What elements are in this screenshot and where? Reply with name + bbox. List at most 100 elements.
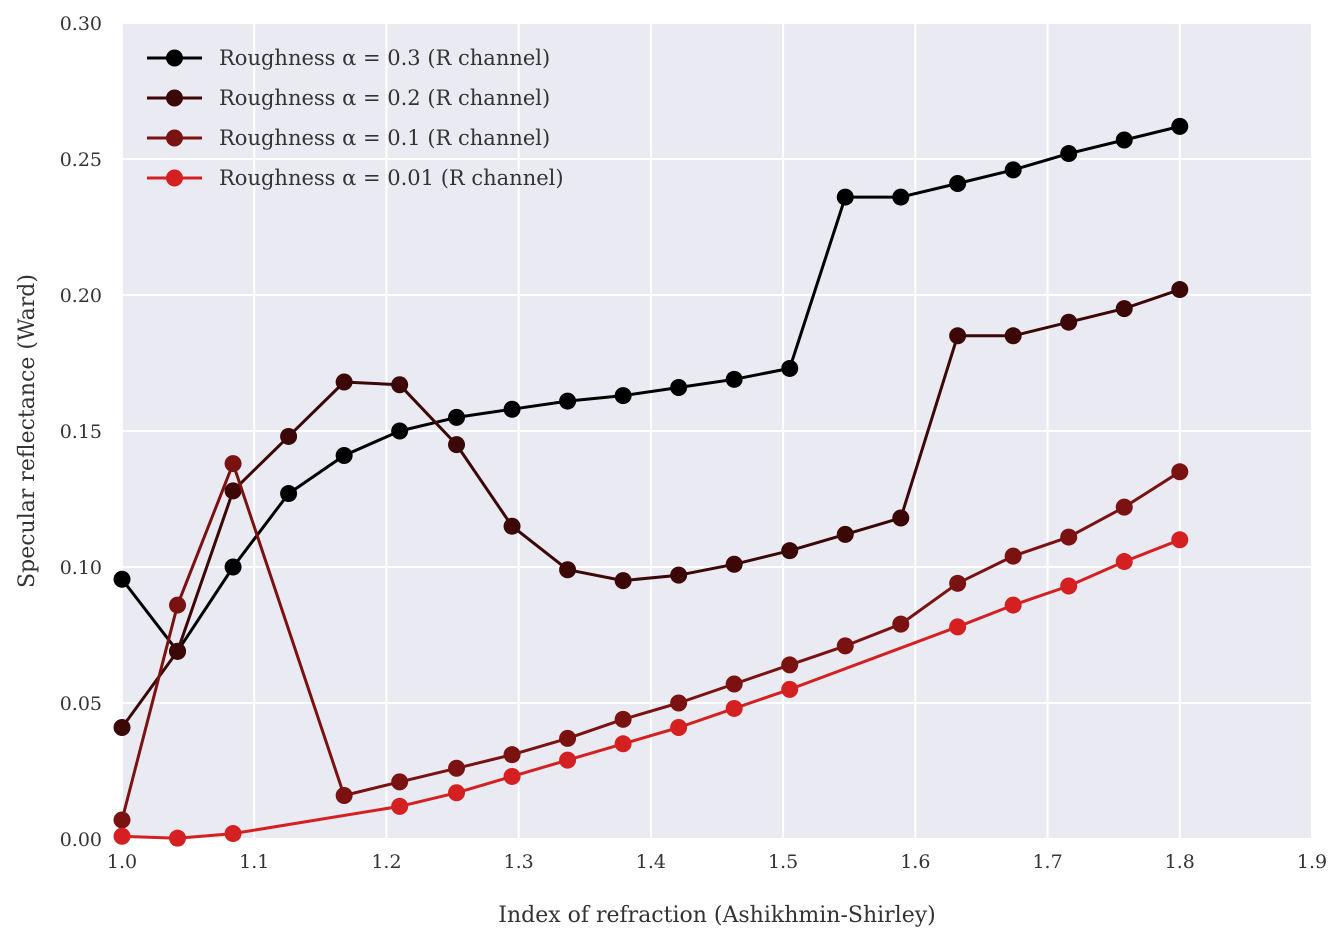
- data-point: [448, 436, 466, 454]
- data-point: [949, 618, 967, 636]
- data-point: [725, 675, 743, 693]
- y-axis-label: Specular reflectance (Ward): [15, 274, 40, 588]
- data-point: [892, 509, 910, 527]
- x-tick-label: 1.2: [371, 851, 401, 873]
- legend-marker: [166, 129, 183, 147]
- data-point: [113, 811, 131, 829]
- y-tick-label: 0.10: [60, 557, 102, 579]
- x-tick-label: 1.1: [239, 851, 269, 873]
- data-point: [781, 359, 799, 377]
- data-point: [280, 485, 298, 503]
- data-point: [169, 642, 187, 660]
- data-point: [614, 387, 632, 405]
- y-tick-label: 0.30: [60, 13, 102, 35]
- y-tick-labels: 0.00 0.05 0.10 0.15 0.20 0.25 0.30: [60, 13, 102, 851]
- x-tick-label: 1.4: [636, 851, 666, 873]
- data-point: [1004, 327, 1022, 345]
- data-point: [559, 561, 577, 579]
- data-point: [1060, 313, 1078, 331]
- series-3: [113, 531, 1189, 847]
- x-tick-label: 1.9: [1297, 851, 1327, 873]
- series-line: [120, 288, 1181, 729]
- y-tick-label: 0.00: [60, 829, 102, 851]
- x-tick-label: 1.0: [107, 851, 137, 873]
- data-point: [781, 656, 799, 674]
- data-point: [1171, 531, 1189, 549]
- data-point: [503, 517, 521, 535]
- data-point: [169, 596, 187, 614]
- x-tick-label: 1.5: [768, 851, 798, 873]
- x-tick-label: 1.3: [504, 851, 534, 873]
- data-point: [503, 400, 521, 418]
- data-point: [1004, 161, 1022, 179]
- legend-marker: [166, 169, 183, 187]
- data-point: [1115, 553, 1133, 571]
- data-point: [1115, 498, 1133, 516]
- data-point: [1060, 528, 1078, 546]
- legend-item: Roughness α = 0.01 (R channel): [147, 166, 564, 190]
- legend-label: Roughness α = 0.1 (R channel): [219, 126, 550, 150]
- data-point: [725, 555, 743, 573]
- series-line: [120, 124, 1181, 653]
- data-point: [614, 710, 632, 728]
- legend-label: Roughness α = 0.01 (R channel): [219, 166, 564, 190]
- data-point: [224, 558, 242, 576]
- data-point: [391, 797, 409, 815]
- series-layer: [113, 117, 1189, 847]
- data-point: [448, 759, 466, 777]
- data-point: [1171, 281, 1189, 299]
- x-tick-label: 1.6: [900, 851, 930, 873]
- data-point: [391, 376, 409, 394]
- data-point: [614, 572, 632, 590]
- data-point: [949, 574, 967, 592]
- legend: Roughness α = 0.3 (R channel) Roughness α…: [147, 46, 564, 190]
- data-point: [781, 542, 799, 560]
- data-point: [335, 373, 353, 391]
- data-point: [448, 408, 466, 426]
- data-point: [224, 455, 242, 473]
- legend-marker: [166, 49, 183, 67]
- legend-item: Roughness α = 0.3 (R channel): [147, 46, 550, 70]
- x-tick-label: 1.7: [1032, 851, 1062, 873]
- series-2: [113, 455, 1189, 829]
- y-tick-label: 0.15: [60, 421, 102, 443]
- data-point: [670, 566, 688, 584]
- data-point: [503, 767, 521, 785]
- legend-label: Roughness α = 0.3 (R channel): [219, 46, 550, 70]
- legend-item: Roughness α = 0.2 (R channel): [147, 86, 550, 110]
- data-point: [1060, 577, 1078, 595]
- data-point: [113, 827, 131, 845]
- data-point: [1171, 117, 1189, 135]
- legend-item: Roughness α = 0.1 (R channel): [147, 126, 550, 150]
- data-point: [1171, 463, 1189, 481]
- data-point: [448, 784, 466, 802]
- data-point: [1004, 596, 1022, 614]
- series-1: [113, 281, 1189, 736]
- data-point: [1115, 131, 1133, 149]
- x-axis-label: Index of refraction (Ashikhmin-Shirley): [498, 903, 936, 928]
- data-point: [892, 188, 910, 206]
- data-point: [836, 188, 854, 206]
- y-tick-label: 0.25: [60, 149, 102, 171]
- y-tick-label: 0.05: [60, 693, 102, 715]
- data-point: [892, 615, 910, 633]
- data-point: [335, 446, 353, 464]
- data-point: [670, 694, 688, 712]
- data-point: [503, 746, 521, 764]
- data-point: [280, 427, 298, 445]
- data-point: [113, 570, 131, 588]
- legend-label: Roughness α = 0.2 (R channel): [219, 86, 550, 110]
- data-point: [559, 751, 577, 769]
- data-point: [949, 327, 967, 345]
- data-point: [670, 718, 688, 736]
- data-point: [559, 392, 577, 410]
- data-point: [391, 773, 409, 791]
- data-point: [725, 370, 743, 388]
- series-line: [121, 538, 1181, 840]
- data-point: [224, 825, 242, 843]
- data-point: [335, 786, 353, 804]
- data-point: [391, 422, 409, 440]
- data-point: [1115, 300, 1133, 318]
- data-point: [113, 718, 131, 736]
